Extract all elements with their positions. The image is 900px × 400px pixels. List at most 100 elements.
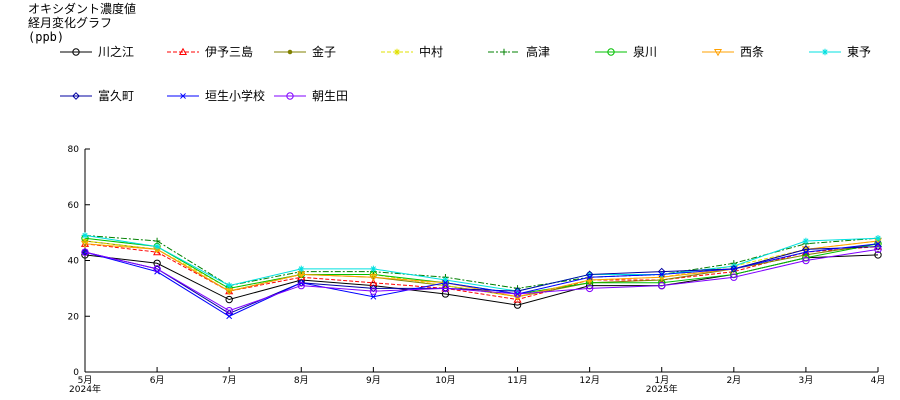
legend-item: 西条	[702, 45, 764, 59]
y-tick-label: 0	[73, 368, 79, 378]
data-point	[442, 279, 449, 286]
series-line	[84, 246, 879, 315]
data-point	[874, 235, 882, 242]
series-9	[81, 242, 882, 318]
x-tick-label: 5月	[78, 375, 93, 386]
legend-item: 泉川	[595, 45, 657, 59]
legend-marker	[72, 48, 80, 56]
legend-marker	[607, 48, 615, 56]
x-tick-label: 3月	[799, 375, 814, 386]
x-tick-label: 6月	[150, 375, 165, 386]
data-point	[225, 295, 233, 304]
legend-item: 東予	[809, 45, 871, 59]
data-point	[729, 264, 738, 273]
data-point	[370, 265, 377, 273]
series-line	[84, 243, 879, 317]
data-point	[80, 240, 90, 249]
legend-label: 朝生田	[312, 89, 348, 103]
data-point	[585, 284, 594, 293]
x-tick-label: 4月	[871, 375, 886, 386]
legend-marker	[178, 47, 188, 56]
legend-item: 高津	[488, 44, 550, 59]
data-point	[226, 313, 233, 320]
data-point	[81, 232, 89, 239]
series-line	[84, 234, 879, 289]
legend-item: 川之江	[60, 45, 134, 59]
x-tick-label: 10月	[435, 375, 455, 386]
legend-item: 金子	[274, 44, 336, 59]
series-6	[81, 234, 882, 298]
legend-item: 垣生小学校	[167, 88, 265, 103]
data-point	[513, 290, 522, 298]
data-point	[82, 249, 88, 256]
data-point	[874, 245, 882, 254]
data-point	[658, 281, 666, 290]
chart-title-line-3: (ppb)	[28, 30, 64, 44]
chart-title: オキシダント濃度値 経月変化グラフ (ppb)	[28, 1, 136, 44]
legend-marker	[72, 92, 80, 100]
data-point	[442, 276, 449, 284]
x-tick-label: 7月	[222, 375, 237, 386]
chart-title-line-2: 経月変化グラフ	[28, 15, 112, 30]
data-point	[153, 259, 161, 267]
legend-label: 西条	[740, 45, 764, 59]
axes: 0 20 40 60 80 5月 6月 7月 8月 9月 10月 11月 12月 1月 2月 3月 4月 2024…	[68, 145, 886, 395]
data-point	[298, 265, 305, 273]
data-point	[441, 284, 450, 293]
y-tick-label: 40	[68, 257, 80, 267]
legend-marker	[286, 92, 294, 100]
legend-item: 富久町	[60, 88, 134, 103]
x-tick-label: 1月	[654, 375, 669, 386]
legend-marker	[821, 48, 829, 56]
chart-title-line-1: オキシダント濃度値	[28, 1, 136, 16]
data-point	[297, 281, 305, 290]
data-point	[802, 249, 809, 256]
data-point	[730, 265, 737, 272]
x-year-label: 2025年	[646, 383, 678, 395]
plot-area	[80, 232, 883, 320]
data-point	[513, 295, 522, 303]
series-line	[84, 248, 879, 312]
data-point	[225, 282, 233, 289]
legend-marker	[393, 48, 401, 56]
x-tick-label: 11月	[507, 375, 527, 386]
x-tick-label: 8月	[294, 375, 309, 386]
legend-item: 中村	[381, 44, 443, 59]
y-tick-label: 80	[68, 145, 80, 155]
data-point	[874, 251, 882, 259]
legend-label: 垣生小学校	[205, 88, 265, 103]
data-point	[225, 306, 233, 315]
data-point	[802, 237, 810, 245]
data-point	[370, 293, 377, 300]
legend-item: 朝生田	[274, 89, 348, 103]
legend-item: 伊予三島	[167, 44, 253, 59]
data-point	[730, 273, 738, 281]
data-point	[153, 243, 161, 250]
data-point	[369, 287, 378, 295]
data-point	[81, 248, 89, 256]
legend-label: 東予	[847, 45, 871, 59]
y-tick-label: 20	[68, 312, 80, 322]
legend-label: 中村	[419, 44, 443, 59]
legend-label: 川之江	[98, 45, 134, 59]
legend-marker	[500, 48, 508, 56]
legend-label: 金子	[312, 44, 336, 59]
x-tick-label: 12月	[579, 375, 599, 386]
data-point	[153, 265, 161, 273]
x-tick-label: 9月	[366, 375, 381, 386]
series-10	[82, 240, 881, 320]
data-point	[153, 247, 162, 256]
series-line	[84, 234, 879, 292]
x-tick-label: 2月	[726, 375, 741, 386]
x-year-label: 2024年	[69, 383, 101, 395]
legend-marker	[287, 49, 293, 55]
legend-label: 富久町	[98, 88, 134, 103]
legend-label: 高津	[526, 44, 550, 59]
legend-label: 泉川	[633, 45, 657, 59]
data-point	[802, 256, 810, 265]
data-point	[875, 240, 881, 247]
legend-marker	[180, 93, 186, 99]
series-11	[81, 245, 882, 315]
